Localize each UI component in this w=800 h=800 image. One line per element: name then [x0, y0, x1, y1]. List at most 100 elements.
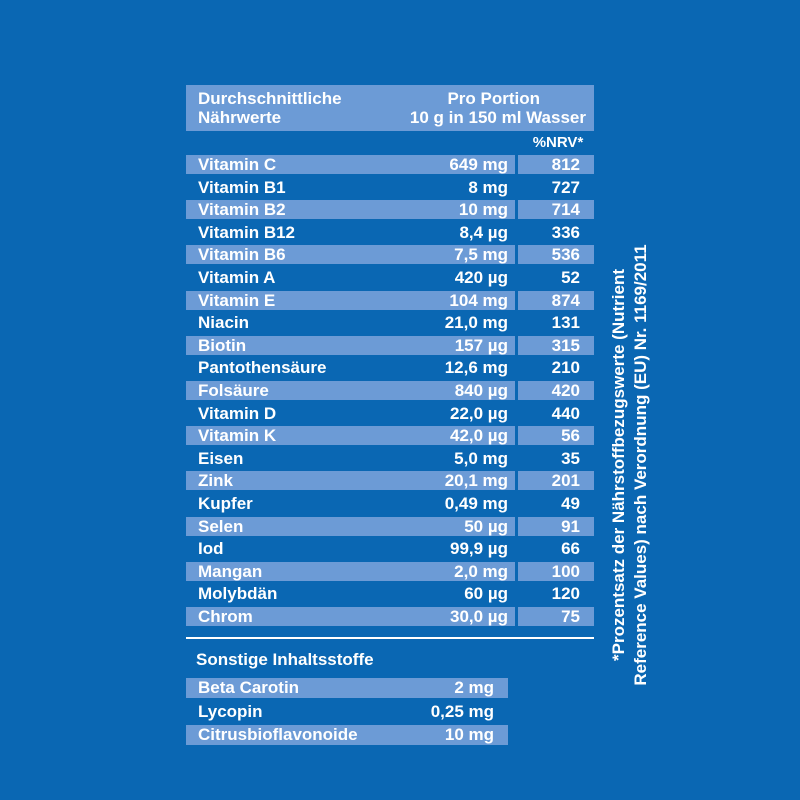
- nutrient-name: Folsäure: [198, 381, 269, 400]
- nutrient-nrv: 49: [561, 494, 580, 513]
- nutrient-amount: 8,4 µg: [459, 222, 508, 242]
- ingredient-amount: 0,25 mg: [430, 701, 494, 721]
- nutrient-nrv: 56: [561, 426, 580, 446]
- nutrient-name: Iod: [198, 539, 224, 559]
- nutrient-amount: 7,5 mg: [454, 245, 508, 265]
- nutrient-amount: 840 µg: [454, 381, 508, 400]
- nutrient-name: Biotin: [198, 335, 247, 355]
- table-header: Durchschnittliche Nährwerte Pro Portion …: [186, 85, 594, 131]
- table-row: Chrom 30,0 µg 75: [186, 607, 594, 626]
- nutrient-amount: 2,0 mg: [454, 561, 508, 581]
- nutrient-name: Kupfer: [198, 494, 253, 513]
- ingredient-name: Beta Carotin: [198, 678, 300, 697]
- ingredient-amount: 10 mg: [444, 725, 494, 744]
- nutrient-nrv: 210: [551, 358, 580, 378]
- nutrient-amount: 60 µg: [464, 584, 508, 604]
- nutrient-nrv: 52: [561, 268, 580, 287]
- nutrient-name: Vitamin B12: [198, 222, 296, 242]
- nutrient-nrv: 131: [551, 313, 580, 333]
- nutrient-nrv: 201: [551, 471, 580, 491]
- nutrient-nrv: 714: [551, 200, 580, 220]
- nutrient-amount: 649 mg: [449, 155, 508, 174]
- ingredient-name: Citrusbioflavonoide: [198, 725, 358, 744]
- nutrient-nrv: 100: [551, 561, 580, 581]
- nutrient-nrv: 35: [561, 448, 580, 468]
- nutrient-amount: 8 mg: [468, 177, 508, 197]
- nutrient-name: Vitamin K: [198, 426, 277, 446]
- nutrient-amount: 20,1 mg: [444, 471, 508, 491]
- nutrient-amount: 99,9 µg: [450, 539, 508, 559]
- table-row: Iod 99,9 µg 66: [186, 539, 594, 558]
- nutrient-nrv: 66: [561, 539, 580, 559]
- header-nutrient-label: Durchschnittliche Nährwerte: [198, 89, 342, 127]
- nutrient-name: Zink: [198, 471, 233, 491]
- nutrient-name: Vitamin B1: [198, 177, 286, 197]
- table-row: Pantothensäure 12,6 mg 210: [186, 358, 594, 377]
- nutrient-name: Mangan: [198, 561, 263, 581]
- nutrient-name: Eisen: [198, 448, 244, 468]
- table-row: Vitamin B6 7,5 mg 536: [186, 245, 594, 265]
- column-divider: [515, 133, 518, 630]
- table-row: Vitamin C 649 mg 812: [186, 155, 594, 174]
- footnote: *Prozentsatz der Nährstoffbezugswerte (N…: [608, 175, 668, 755]
- nutrient-amount: 10 mg: [458, 200, 508, 220]
- table-row: Vitamin E 104 mg 874: [186, 290, 594, 310]
- table-row: Molybdän 60 µg 120: [186, 584, 594, 603]
- table-row: Vitamin D 22,0 µg 440: [186, 404, 594, 423]
- nutrient-amount: 12,6 mg: [444, 358, 508, 378]
- nutrient-amount: 420 µg: [454, 268, 508, 287]
- table-row: Vitamin B12 8,4 µg 336: [186, 223, 594, 242]
- nutrient-name: Vitamin B2: [198, 200, 286, 220]
- header-portion: Pro Portion 10 g in 150 ml Wasser: [410, 89, 586, 127]
- nutrient-nrv: 420: [551, 381, 580, 400]
- table-row: Mangan 2,0 mg 100: [186, 561, 594, 581]
- nutrient-amount: 0,49 mg: [444, 494, 508, 513]
- nutrient-amount: 30,0 µg: [450, 607, 508, 626]
- table-row: Biotin 157 µg 315: [186, 335, 594, 355]
- nutrient-amount: 157 µg: [454, 335, 508, 355]
- table-row: Eisen 5,0 mg 35: [186, 449, 594, 468]
- table-row: Vitamin A 420 µg 52: [186, 268, 594, 287]
- table-row: Vitamin B1 8 mg 727: [186, 178, 594, 197]
- table-row: Selen 50 µg 91: [186, 516, 594, 536]
- nrv-column-header: %NRV*: [532, 134, 584, 151]
- nutrient-amount: 42,0 µg: [450, 426, 508, 446]
- nutrient-amount: 50 µg: [464, 516, 508, 536]
- table-row: Zink 20,1 mg 201: [186, 471, 594, 491]
- nutrient-nrv: 536: [551, 245, 580, 265]
- table-row: Kupfer 0,49 mg 49: [186, 494, 594, 513]
- nutrient-nrv: 336: [551, 222, 580, 242]
- nutrient-name: Selen: [198, 516, 244, 536]
- header-label-line1: Durchschnittliche: [198, 89, 342, 108]
- nutrient-nrv: 315: [551, 335, 580, 355]
- nutrient-nrv: 812: [551, 155, 580, 174]
- table-row: Niacin 21,0 mg 131: [186, 313, 594, 332]
- nutrient-nrv: 120: [551, 584, 580, 604]
- ingredient-amount: 2 mg: [454, 678, 494, 697]
- header-portion-line1: Pro Portion: [447, 89, 540, 108]
- nutrient-nrv: 440: [551, 403, 580, 423]
- nutrient-name: Vitamin D: [198, 403, 277, 423]
- nutrient-name: Vitamin A: [198, 268, 276, 287]
- nutrient-name: Chrom: [198, 607, 253, 626]
- header-portion-line2: 10 g in 150 ml Wasser: [409, 108, 586, 127]
- ingredient-name: Lycopin: [198, 701, 263, 721]
- nutrient-nrv: 75: [561, 607, 580, 626]
- nutrient-amount: 5,0 mg: [454, 448, 508, 468]
- nutrient-name: Vitamin C: [198, 155, 277, 174]
- nutrient-name: Vitamin E: [198, 290, 276, 310]
- nutrient-name: Pantothensäure: [198, 358, 327, 378]
- nutrient-name: Niacin: [198, 313, 250, 333]
- nutrient-amount: 21,0 mg: [444, 313, 508, 333]
- nutrient-nrv: 874: [551, 290, 580, 310]
- nutrient-nrv: 91: [561, 516, 580, 536]
- footnote-line1: *Prozentsatz der Nährstoffbezugswerte (N…: [609, 269, 628, 661]
- nutrient-nrv: 727: [551, 177, 580, 197]
- other-ingredients-title: Sonstige Inhaltsstoffe: [196, 650, 374, 669]
- table-row: Vitamin B2 10 mg 714: [186, 200, 594, 220]
- section-divider: [186, 637, 594, 639]
- footnote-line2: Reference Values) nach Verordnung (EU) N…: [631, 244, 650, 686]
- nutrient-amount: 104 mg: [449, 290, 508, 310]
- list-item: Lycopin 0,25 mg: [186, 702, 508, 722]
